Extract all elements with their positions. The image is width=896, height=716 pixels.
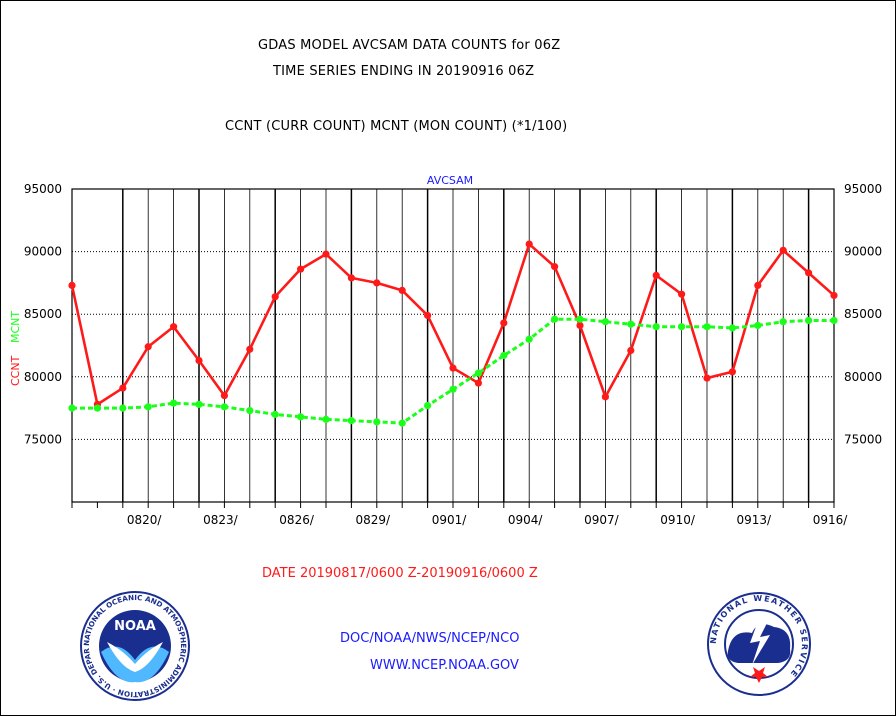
data-point-ccnt xyxy=(449,364,457,372)
data-point-mcnt xyxy=(805,316,813,325)
data-point-mcnt xyxy=(652,323,660,331)
data-point-ccnt xyxy=(652,271,660,279)
data-point-mcnt xyxy=(322,415,330,423)
data-point-ccnt xyxy=(373,279,381,287)
data-point-ccnt xyxy=(678,290,686,298)
data-point-mcnt xyxy=(551,315,559,323)
x-tick-label: 0826/ xyxy=(279,513,315,527)
data-point-mcnt xyxy=(297,413,305,421)
x-tick-label: 0913/ xyxy=(737,513,773,527)
chart-svg: 95000 95000 90000 90000 85000 85000 80000 80000… xyxy=(9,174,882,527)
x-tick-label: 0823/ xyxy=(203,513,239,527)
y-tick-label-right: 85000 xyxy=(844,307,882,321)
data-point-ccnt xyxy=(474,379,482,387)
x-tick-label: 0829/ xyxy=(356,513,392,527)
y-tick-label-left: 95000 xyxy=(24,182,62,196)
data-point-ccnt xyxy=(525,240,533,248)
data-point-ccnt xyxy=(297,265,305,273)
data-point-mcnt xyxy=(830,316,838,325)
y-tick-label-left: 75000 xyxy=(24,432,62,446)
data-point-ccnt xyxy=(144,343,152,351)
chart-title-line1: GDAS MODEL AVCSAM DATA COUNTS for 06Z xyxy=(258,38,561,53)
y-tick-label-left: 80000 xyxy=(24,370,62,384)
data-point-mcnt xyxy=(678,323,686,331)
y-tick-label-right: 95000 xyxy=(844,182,882,196)
data-point-ccnt xyxy=(195,356,203,365)
series-layer xyxy=(68,240,838,427)
data-point-ccnt xyxy=(703,374,711,382)
x-tick-label: 0910/ xyxy=(660,513,696,527)
data-point-ccnt xyxy=(728,368,737,376)
data-point-mcnt xyxy=(728,324,737,332)
y-axis-label-ccnt: CCNT xyxy=(9,355,22,386)
data-point-mcnt xyxy=(373,418,381,426)
data-point-mcnt xyxy=(398,419,406,427)
data-point-ccnt xyxy=(271,293,279,301)
noaa-logo: NATIONAL OCEANIC AND ATMOSPHERIC ADMINIS… xyxy=(79,590,190,701)
data-point-ccnt xyxy=(347,274,355,282)
data-point-mcnt xyxy=(424,401,432,410)
data-point-ccnt xyxy=(68,281,76,290)
data-point-mcnt xyxy=(754,321,762,330)
y-tick-label-right: 90000 xyxy=(844,245,882,259)
data-point-mcnt xyxy=(576,315,584,323)
data-point-ccnt xyxy=(576,321,584,330)
data-point-ccnt xyxy=(830,291,838,300)
chart-subtitle: CCNT (CURR COUNT) MCNT (MON COUNT) (*1/1… xyxy=(225,119,568,134)
chart-title-line2: TIME SERIES ENDING IN 20190916 06Z xyxy=(273,64,535,79)
data-point-mcnt xyxy=(449,385,457,393)
y-tick-label-left: 90000 xyxy=(24,245,62,259)
data-point-mcnt xyxy=(779,318,787,326)
y-tick-label-right: 80000 xyxy=(844,370,882,384)
y-axis-label-mcnt: MCNT xyxy=(9,311,22,343)
data-point-ccnt xyxy=(220,391,228,400)
data-point-ccnt xyxy=(754,281,762,290)
data-point-mcnt xyxy=(119,404,127,412)
data-point-ccnt xyxy=(424,311,432,320)
data-point-mcnt xyxy=(93,404,101,412)
data-point-ccnt xyxy=(627,346,635,355)
data-point-ccnt xyxy=(322,250,330,258)
data-point-mcnt xyxy=(68,404,76,412)
axis-layer: 95000 95000 90000 90000 85000 85000 80000 80000… xyxy=(24,182,882,527)
x-tick-label: 0904/ xyxy=(508,513,544,527)
data-point-ccnt xyxy=(601,393,610,401)
data-point-ccnt xyxy=(551,263,559,271)
data-point-mcnt xyxy=(271,410,279,418)
data-point-mcnt xyxy=(525,335,533,343)
data-point-ccnt xyxy=(779,246,787,254)
y-tick-label-right: 75000 xyxy=(844,432,882,446)
date-range-label: DATE 20190817/0600 Z-20190916/0600 Z xyxy=(262,566,538,581)
noaa-logo-text: NOAA xyxy=(114,619,156,634)
data-point-mcnt xyxy=(195,400,203,408)
data-point-mcnt xyxy=(144,403,152,411)
data-point-ccnt xyxy=(398,286,406,295)
data-point-ccnt xyxy=(805,269,813,277)
x-tick-label: 0820/ xyxy=(127,513,163,527)
data-point-ccnt xyxy=(170,323,178,331)
x-tick-label: 0901/ xyxy=(432,513,468,527)
org-line: DOC/NOAA/NWS/NCEP/NCO xyxy=(340,631,520,646)
x-tick-label: 0916/ xyxy=(813,513,849,527)
data-point-mcnt xyxy=(627,320,635,328)
data-point-mcnt xyxy=(170,399,178,407)
data-point-mcnt xyxy=(500,351,508,360)
data-point-mcnt xyxy=(347,417,355,425)
data-point-mcnt xyxy=(246,407,254,415)
y-tick-label-left: 85000 xyxy=(24,307,62,321)
data-point-ccnt xyxy=(119,384,127,392)
data-point-ccnt xyxy=(500,319,508,327)
nws-logo: NATIONAL WEATHER SERVICE xyxy=(707,592,811,696)
data-point-mcnt xyxy=(220,403,228,411)
data-point-mcnt xyxy=(474,369,482,377)
data-point-mcnt xyxy=(703,323,711,331)
website-link[interactable]: WWW.NCEP.NOAA.GOV xyxy=(370,658,519,673)
grid-layer xyxy=(71,188,835,503)
x-tick-label: 0907/ xyxy=(584,513,620,527)
data-point-mcnt xyxy=(601,318,610,326)
plot-title: AVCSAM xyxy=(427,174,473,187)
data-point-ccnt xyxy=(246,345,254,353)
